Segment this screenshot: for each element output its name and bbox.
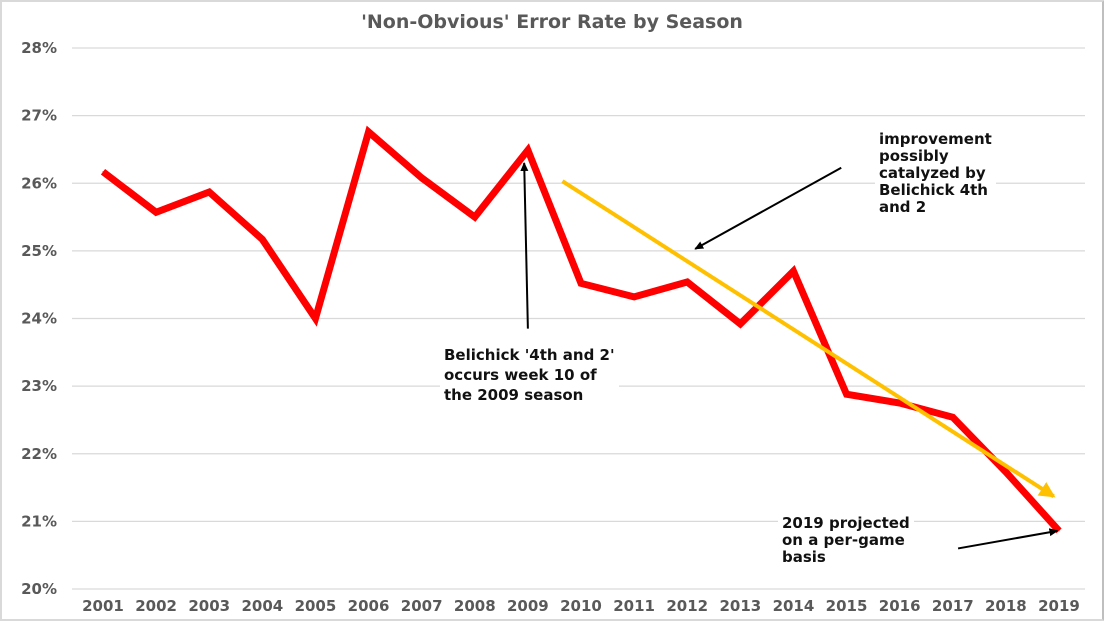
x-tick-label: 2019 (1038, 597, 1080, 615)
annotation-line: and 2 (879, 198, 927, 216)
x-tick-label: 2007 (401, 597, 443, 615)
data-point (314, 318, 316, 319)
x-tick-label: 2004 (241, 597, 283, 615)
y-tick-label: 20% (21, 580, 57, 598)
data-point (580, 282, 582, 284)
x-tick-label: 2006 (348, 597, 390, 615)
data-point (102, 171, 104, 173)
x-tick-label: 2015 (826, 597, 868, 615)
trend-arrow (561, 179, 1056, 499)
x-tick-label: 2018 (985, 597, 1027, 615)
data-point (952, 416, 954, 418)
y-tick-label: 26% (21, 174, 57, 192)
data-point (792, 270, 794, 272)
annotation-4th-and-2: Belichick '4th and 2' occurs week 10 of … (440, 345, 619, 405)
data-point (527, 149, 529, 151)
chart-title: 'Non-Obvious' Error Rate by Season (361, 11, 743, 33)
annotation-line: possibly (879, 147, 949, 165)
x-tick-label: 2005 (295, 597, 337, 615)
annotation-line: 2019 projected (782, 514, 910, 532)
annotation-arrow (957, 528, 1059, 550)
x-tick-label: 2009 (507, 597, 549, 615)
y-tick-label: 21% (21, 512, 57, 530)
annotation-line: the 2009 season (444, 386, 584, 404)
x-tick-label: 2011 (613, 597, 655, 615)
y-tick-label: 24% (21, 310, 57, 328)
x-tick-label: 2008 (454, 597, 496, 615)
x-tick-label: 2017 (932, 597, 974, 615)
annotation-arrow (520, 161, 529, 329)
data-point (899, 402, 901, 404)
data-point (421, 177, 423, 179)
annotation-line: catalyzed by (879, 164, 986, 182)
data-point (1058, 530, 1060, 532)
y-tick-label: 25% (21, 242, 57, 260)
annotation-line: occurs week 10 of (444, 366, 597, 384)
data-point (155, 211, 157, 213)
x-tick-label: 2010 (560, 597, 602, 615)
y-tick-label: 23% (21, 377, 57, 395)
annotation-line: basis (782, 548, 826, 566)
y-tick-label: 28% (21, 39, 57, 57)
data-point (846, 393, 848, 395)
data-point (208, 191, 210, 193)
annotation-2019-projected: 2019 projected on a per-game basis (778, 515, 914, 566)
annotation-line: Belichick 4th (879, 181, 988, 199)
x-tick-label: 2002 (135, 597, 177, 615)
annotation-improvement: improvement possibly catalyzed by Belich… (875, 131, 996, 216)
data-point (739, 323, 741, 325)
y-tick-label: 22% (21, 445, 57, 463)
data-point (368, 131, 370, 133)
x-tick-label: 2001 (82, 597, 124, 615)
annotation-arrow (694, 166, 842, 250)
x-tick-label: 2012 (666, 597, 708, 615)
annotation-line: improvement (879, 130, 992, 148)
data-point (633, 296, 635, 298)
data-point (1005, 471, 1007, 473)
x-tick-label: 2016 (879, 597, 921, 615)
y-tick-label: 27% (21, 107, 57, 125)
x-tick-label: 2014 (773, 597, 815, 615)
annotation-line: Belichick '4th and 2' (444, 346, 615, 364)
x-tick-label: 2003 (188, 597, 230, 615)
x-tick-label: 2013 (719, 597, 761, 615)
data-point (474, 216, 476, 218)
data-point (261, 238, 263, 240)
annotation-line: on a per-game (782, 531, 905, 549)
data-point (686, 281, 688, 283)
